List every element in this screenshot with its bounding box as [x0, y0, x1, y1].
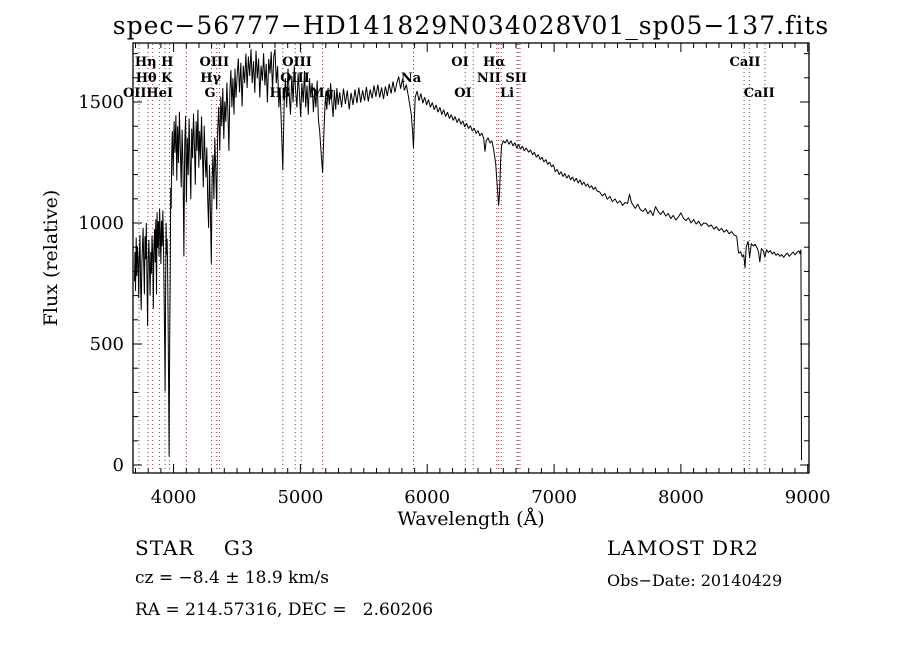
spectral-line-markers [138, 44, 766, 472]
x-tick-label: 8000 [658, 487, 704, 508]
spectral-line-label: OI [454, 86, 471, 101]
spectral-line-label: Hα [483, 55, 505, 70]
plot-frame-and-ticks: 4000 5000 6000 7000 8000 9000 0 500 1000 1500 [78, 42, 831, 508]
y-tick-label: 1000 [78, 213, 124, 234]
x-tick-label: 5000 [277, 487, 323, 508]
y-axis-label: Flux (relative) [40, 190, 62, 327]
object-class-text: STAR G3 [135, 536, 255, 560]
spectral-line-label: OIIHeI [123, 86, 173, 101]
spectral-line-label: Hθ K [136, 71, 173, 86]
spectral-line-label: Na [401, 71, 422, 86]
spectral-line-label: CaII [730, 55, 761, 70]
x-tick-label: 4000 [151, 487, 197, 508]
survey-release-text: LAMOST DR2 [607, 536, 759, 560]
y-tick-label: 0 [113, 455, 124, 476]
x-axis-label: Wavelength (Å) [397, 508, 544, 530]
obs-date-text: Obs−Date: 20140429 [607, 571, 783, 590]
spectral-line-label: G [204, 86, 215, 101]
chart-title: spec−56777−HD141829N034028V01_sp05−137.f… [113, 11, 829, 40]
y-tick-label: 1500 [78, 92, 124, 113]
x-tick-label: 9000 [785, 487, 831, 508]
spectral-line-label: OI [451, 55, 468, 70]
spectral-line-label: Hγ [200, 71, 221, 86]
x-tick-label: 6000 [404, 487, 450, 508]
spectral-line-label: CaII [744, 86, 775, 101]
spectral-line-label: OIII [200, 55, 230, 70]
x-tick-label: 7000 [531, 487, 577, 508]
ra-dec-text: RA = 214.57316, DEC = 2.60206 [135, 600, 434, 620]
spectrum-trace [134, 49, 802, 461]
spectral-line-label: NII SII [477, 71, 527, 86]
radial-velocity-text: cz = −8.4 ± 18.9 km/s [135, 568, 329, 588]
plot-frame [132, 42, 810, 474]
spectral-line-label: Hη H [135, 55, 174, 70]
spectral-line-label: Li [500, 86, 514, 101]
spectral-line-label: OIII [282, 55, 312, 70]
y-tick-label: 500 [90, 334, 124, 355]
